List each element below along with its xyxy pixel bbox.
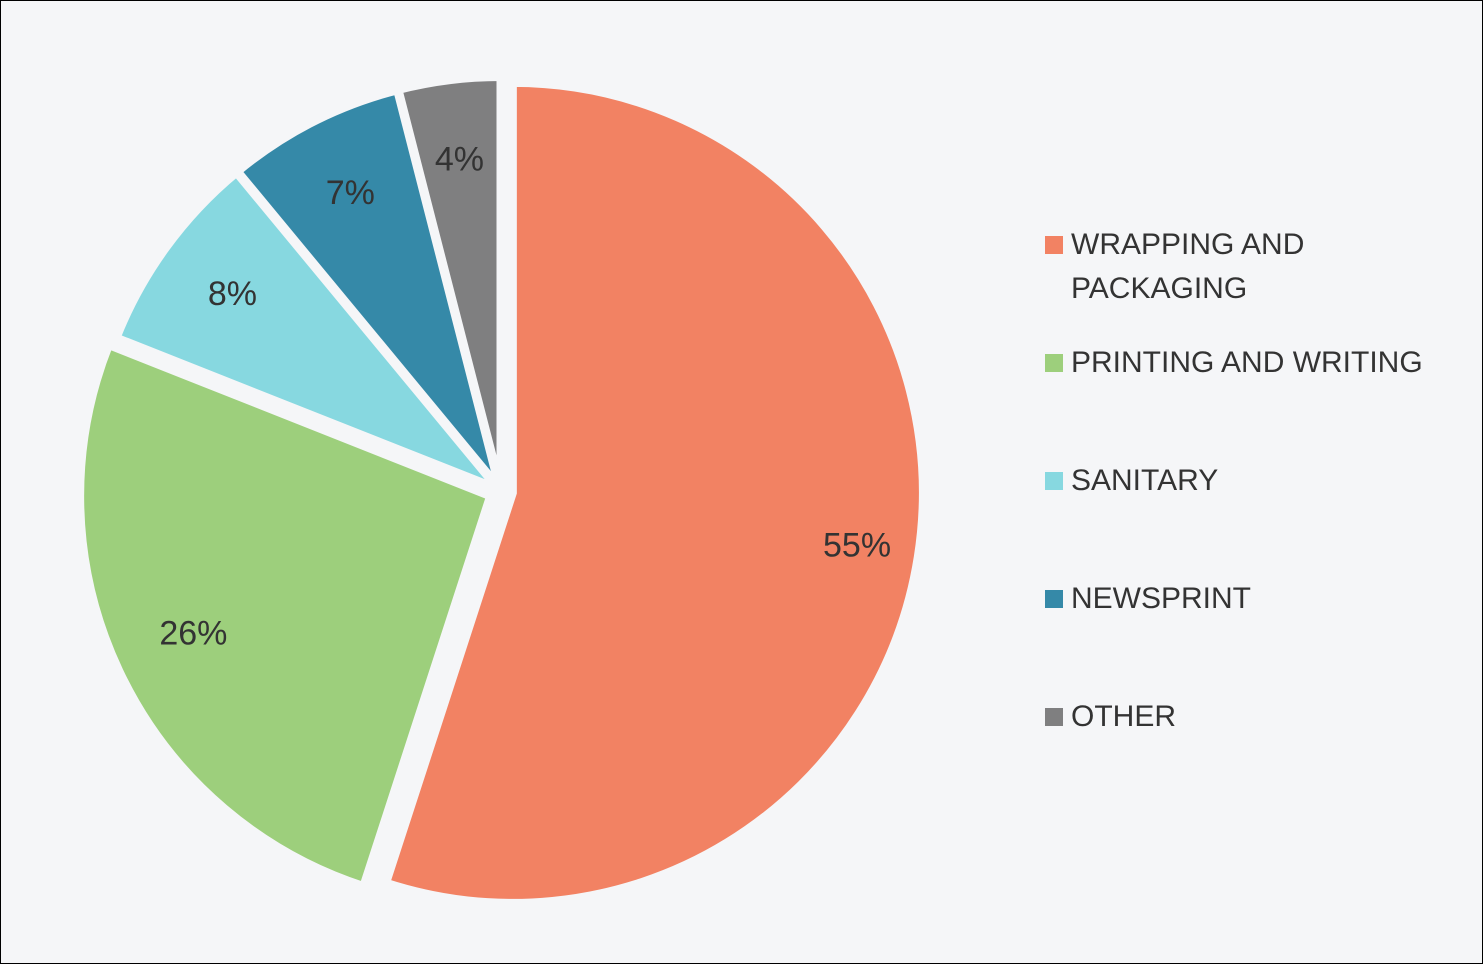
legend-item: PRINTING AND WRITING: [1045, 341, 1425, 459]
legend: WRAPPING AND PACKAGING PRINTING AND WRITI…: [1045, 223, 1425, 813]
legend-item: NEWSPRINT: [1045, 577, 1425, 695]
slice-label: 8%: [208, 275, 257, 313]
legend-swatch: [1045, 590, 1063, 608]
pie-slice: [111, 167, 501, 493]
slice-label: 7%: [326, 174, 375, 212]
legend-label: NEWSPRINT: [1071, 582, 1251, 615]
legend-swatch: [1045, 472, 1063, 490]
legend-label: SANITARY: [1071, 464, 1219, 497]
pie-slice: [232, 85, 504, 490]
slice-label: 26%: [159, 615, 227, 653]
legend-item: OTHER: [1045, 695, 1425, 813]
slice-label: 55%: [823, 526, 891, 564]
pie-slice: [76, 339, 496, 892]
legend-swatch: [1045, 236, 1063, 254]
legend-label: OTHER: [1071, 700, 1176, 733]
legend-item: WRAPPING AND PACKAGING: [1045, 223, 1425, 341]
legend-swatch: [1045, 708, 1063, 726]
pie-slice: [381, 78, 927, 907]
slice-label: 4%: [435, 141, 484, 179]
pie-slice: [393, 73, 505, 489]
legend-swatch: [1045, 354, 1063, 372]
legend-label: PRINTING AND WRITING: [1071, 346, 1423, 379]
legend-label: WRAPPING AND PACKAGING: [1071, 228, 1305, 305]
legend-item: SANITARY: [1045, 459, 1425, 577]
